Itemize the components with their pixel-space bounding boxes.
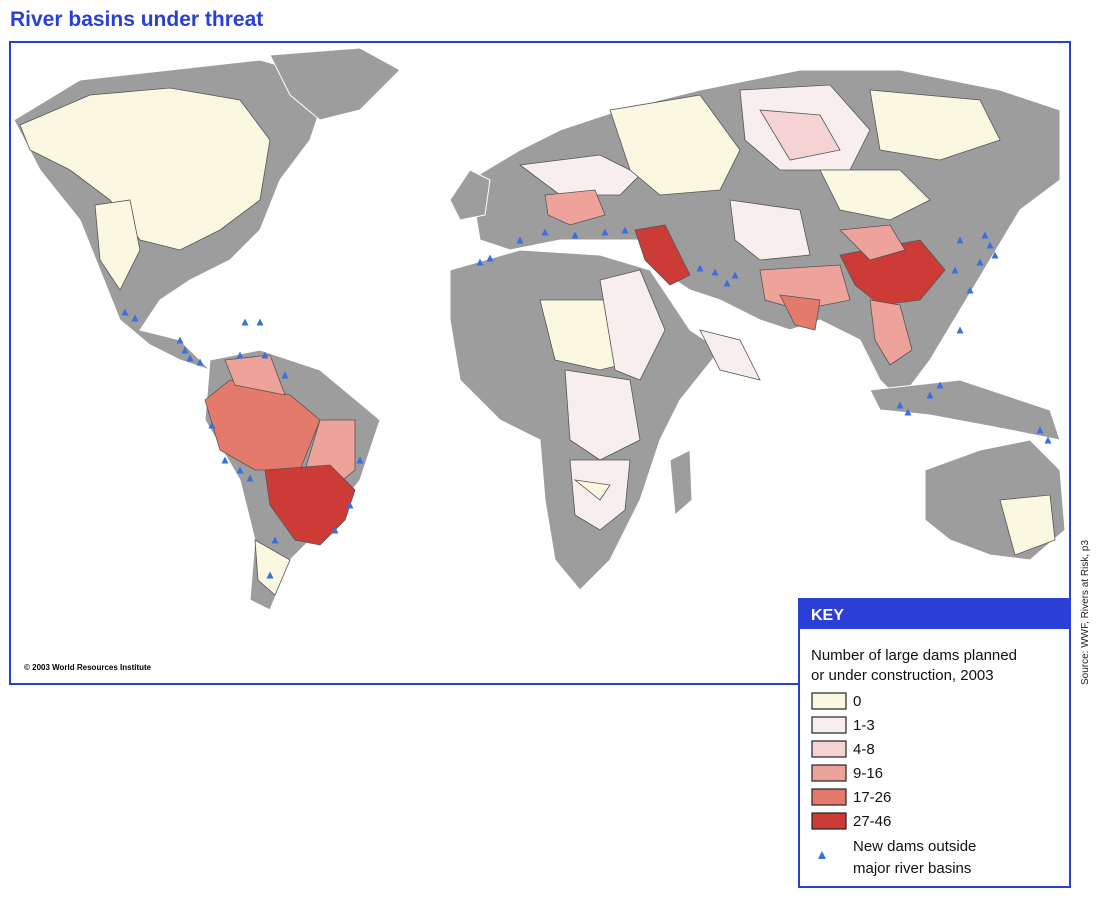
key-description: or under construction, 2003 xyxy=(811,667,994,684)
dam-marker xyxy=(266,571,274,579)
dam-marker xyxy=(731,271,739,279)
river-basin xyxy=(779,294,821,331)
dam-marker xyxy=(981,231,989,239)
dam-marker xyxy=(236,351,244,359)
title: River basins under threat xyxy=(10,8,263,31)
legend-label: 0 xyxy=(853,693,861,710)
dam-marker xyxy=(331,526,339,534)
dam-marker xyxy=(926,391,934,399)
river-basin xyxy=(729,199,811,261)
legend: 0 1-3 4-8 9-16 17-26 27-46 xyxy=(811,692,891,859)
map xyxy=(13,47,1066,611)
river-basin xyxy=(94,199,141,291)
river-basin xyxy=(609,94,741,196)
dam-marker xyxy=(621,226,629,234)
legend-label: 4-8 xyxy=(853,741,875,758)
dam-markers xyxy=(121,226,1052,579)
dam-marker xyxy=(181,346,189,354)
dam-marker xyxy=(346,501,354,509)
river-basin xyxy=(254,539,291,596)
dam-marker xyxy=(904,408,912,416)
dam-marker xyxy=(516,236,524,244)
dam-marker xyxy=(956,326,964,334)
dam-marker xyxy=(956,236,964,244)
dam-marker xyxy=(196,358,204,366)
river-basin xyxy=(759,109,841,161)
dam-marker xyxy=(221,456,229,464)
dam-marker xyxy=(271,536,279,544)
dam-marker xyxy=(256,318,264,326)
legend-swatch xyxy=(811,764,847,782)
legend-label: 9-16 xyxy=(853,765,883,782)
dam-marker xyxy=(571,231,579,239)
river-basin xyxy=(599,269,666,381)
key-description: Number of large dams planned xyxy=(811,647,1017,664)
dam-marker xyxy=(236,466,244,474)
dam-marker xyxy=(601,228,609,236)
dam-marker xyxy=(1044,436,1052,444)
dam-marker xyxy=(936,381,944,389)
river-basin xyxy=(544,189,606,226)
dam-marker xyxy=(186,354,194,362)
dam-marker xyxy=(121,308,129,316)
river-basin xyxy=(19,87,271,251)
legend-label: 17-26 xyxy=(853,789,891,806)
river-basin xyxy=(224,354,286,396)
dam-marker xyxy=(896,401,904,409)
legend-swatch xyxy=(811,788,847,806)
dam-marker xyxy=(696,264,704,272)
copyright: © 2003 World Resources Institute xyxy=(24,663,152,672)
dam-marker xyxy=(176,336,184,344)
legend-swatch xyxy=(811,812,847,830)
source: Source: WWF, Rivers at Risk, p3 xyxy=(1080,540,1091,685)
dam-marker xyxy=(991,251,999,259)
river-basin xyxy=(819,169,931,221)
dam-marker xyxy=(976,258,984,266)
river-basin xyxy=(869,89,1001,161)
legend-swatch xyxy=(811,740,847,758)
river-basin xyxy=(573,479,611,501)
legend-swatch xyxy=(811,692,847,710)
dam-marker xyxy=(1036,426,1044,434)
river-basin xyxy=(699,329,761,381)
dam-marker xyxy=(476,258,484,266)
dam-marker xyxy=(818,851,826,859)
dam-marker xyxy=(131,314,139,322)
dam-marker xyxy=(356,456,364,464)
river-basin xyxy=(634,224,691,286)
river-basin xyxy=(869,299,913,366)
dam-marker xyxy=(486,254,494,262)
dam-marker xyxy=(966,286,974,294)
dam-marker xyxy=(951,266,959,274)
dam-marker xyxy=(281,371,289,379)
dam-marker xyxy=(208,421,216,429)
dam-marker xyxy=(711,268,719,276)
dam-marker xyxy=(241,318,249,326)
key-heading: KEY xyxy=(811,607,844,624)
river-basin xyxy=(518,154,641,196)
dam-marker xyxy=(723,279,731,287)
legend-label: 27-46 xyxy=(853,813,891,830)
dam-marker xyxy=(261,351,269,359)
dam-marker xyxy=(541,228,549,236)
dam-marker xyxy=(246,474,254,482)
river-basin xyxy=(564,369,641,461)
dam-marker xyxy=(986,241,994,249)
dams-label: major river basins xyxy=(853,860,971,877)
dams-label: New dams outside xyxy=(853,838,976,855)
river-basin xyxy=(999,494,1056,556)
legend-swatch xyxy=(811,716,847,734)
key-header xyxy=(799,599,1070,629)
river-basin xyxy=(839,224,906,261)
legend-label: 1-3 xyxy=(853,717,875,734)
